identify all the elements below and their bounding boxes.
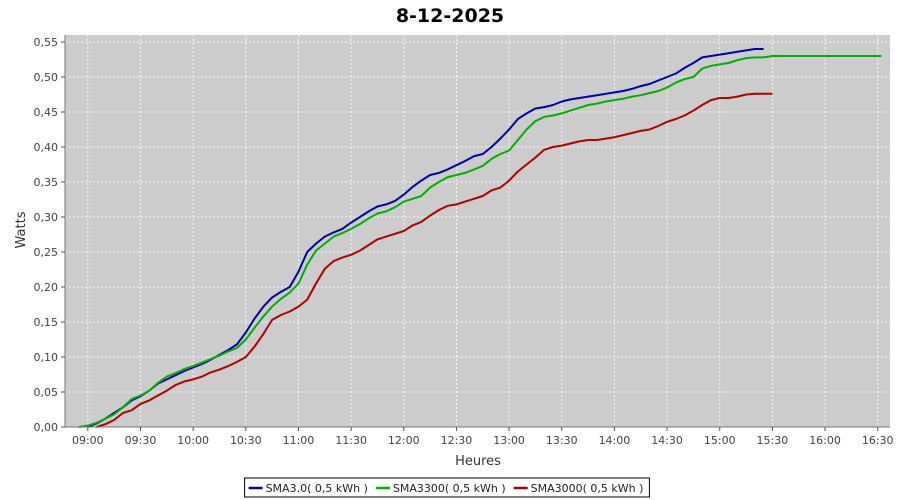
axes xyxy=(64,35,890,428)
x-axis-ticks: 09:00 09:30 10:00 10:30 11:00 11:30 12:00 12:30… xyxy=(72,427,894,447)
x-tick-label: 09:00 xyxy=(72,434,104,447)
x-axis-label: Heures xyxy=(455,454,501,469)
y-axis-ticks: 0,00 0,05 0,10 0,15 0,20 0,25 0,30 0,35 0,40 0,45… xyxy=(34,36,65,434)
x-tick-label: 16:30 xyxy=(862,434,894,447)
x-tick-label: 15:30 xyxy=(757,434,789,447)
x-tick-label: 15:00 xyxy=(704,434,736,447)
x-tick-label: 13:30 xyxy=(546,434,578,447)
series-line-1 xyxy=(87,48,764,428)
y-tick-label: 0,00 xyxy=(34,421,59,434)
y-tick-label: 0,55 xyxy=(34,36,59,49)
y-tick-label: 0,15 xyxy=(34,316,59,329)
y-tick-label: 0,40 xyxy=(34,141,59,154)
legend: SMA3.0( 0,5 kWh ) SMA3300( 0,5 kWh ) SMA30… xyxy=(244,477,650,498)
y-tick-label: 0,50 xyxy=(34,71,59,84)
y-tick-label: 0,25 xyxy=(34,246,59,259)
legend-label-3: SMA3000( 0,5 kWh ) xyxy=(531,482,644,495)
x-tick-label: 13:00 xyxy=(493,434,525,447)
x-tick-label: 14:30 xyxy=(651,434,683,447)
x-tick-label: 09:30 xyxy=(125,434,157,447)
y-tick-label: 0,45 xyxy=(34,106,59,119)
y-tick-label: 0,10 xyxy=(34,351,59,364)
legend-label-1: SMA3.0( 0,5 kWh ) xyxy=(266,482,368,495)
series-line-3 xyxy=(96,92,773,428)
x-tick-label: 16:00 xyxy=(809,434,841,447)
y-axis-label: Watts xyxy=(14,211,29,248)
grid xyxy=(65,35,890,428)
x-tick-label: 11:00 xyxy=(283,434,315,447)
legend-box xyxy=(244,477,650,498)
x-tick-label: 14:00 xyxy=(599,434,631,447)
x-tick-label: 11:30 xyxy=(335,434,367,447)
x-tick-label: 12:00 xyxy=(388,434,420,447)
x-tick-label: 10:00 xyxy=(177,434,209,447)
y-tick-label: 0,20 xyxy=(34,281,59,294)
chart-title: 8-12-2025 xyxy=(396,5,504,27)
y-tick-label: 0,05 xyxy=(34,386,59,399)
legend-label-2: SMA3300( 0,5 kWh ) xyxy=(393,482,506,495)
y-tick-label: 0,30 xyxy=(34,211,59,224)
x-tick-label: 10:30 xyxy=(230,434,262,447)
series-line-2 xyxy=(78,55,882,428)
x-tick-label: 12:30 xyxy=(441,434,473,447)
y-tick-label: 0,35 xyxy=(34,176,59,189)
series-lines xyxy=(78,48,882,428)
